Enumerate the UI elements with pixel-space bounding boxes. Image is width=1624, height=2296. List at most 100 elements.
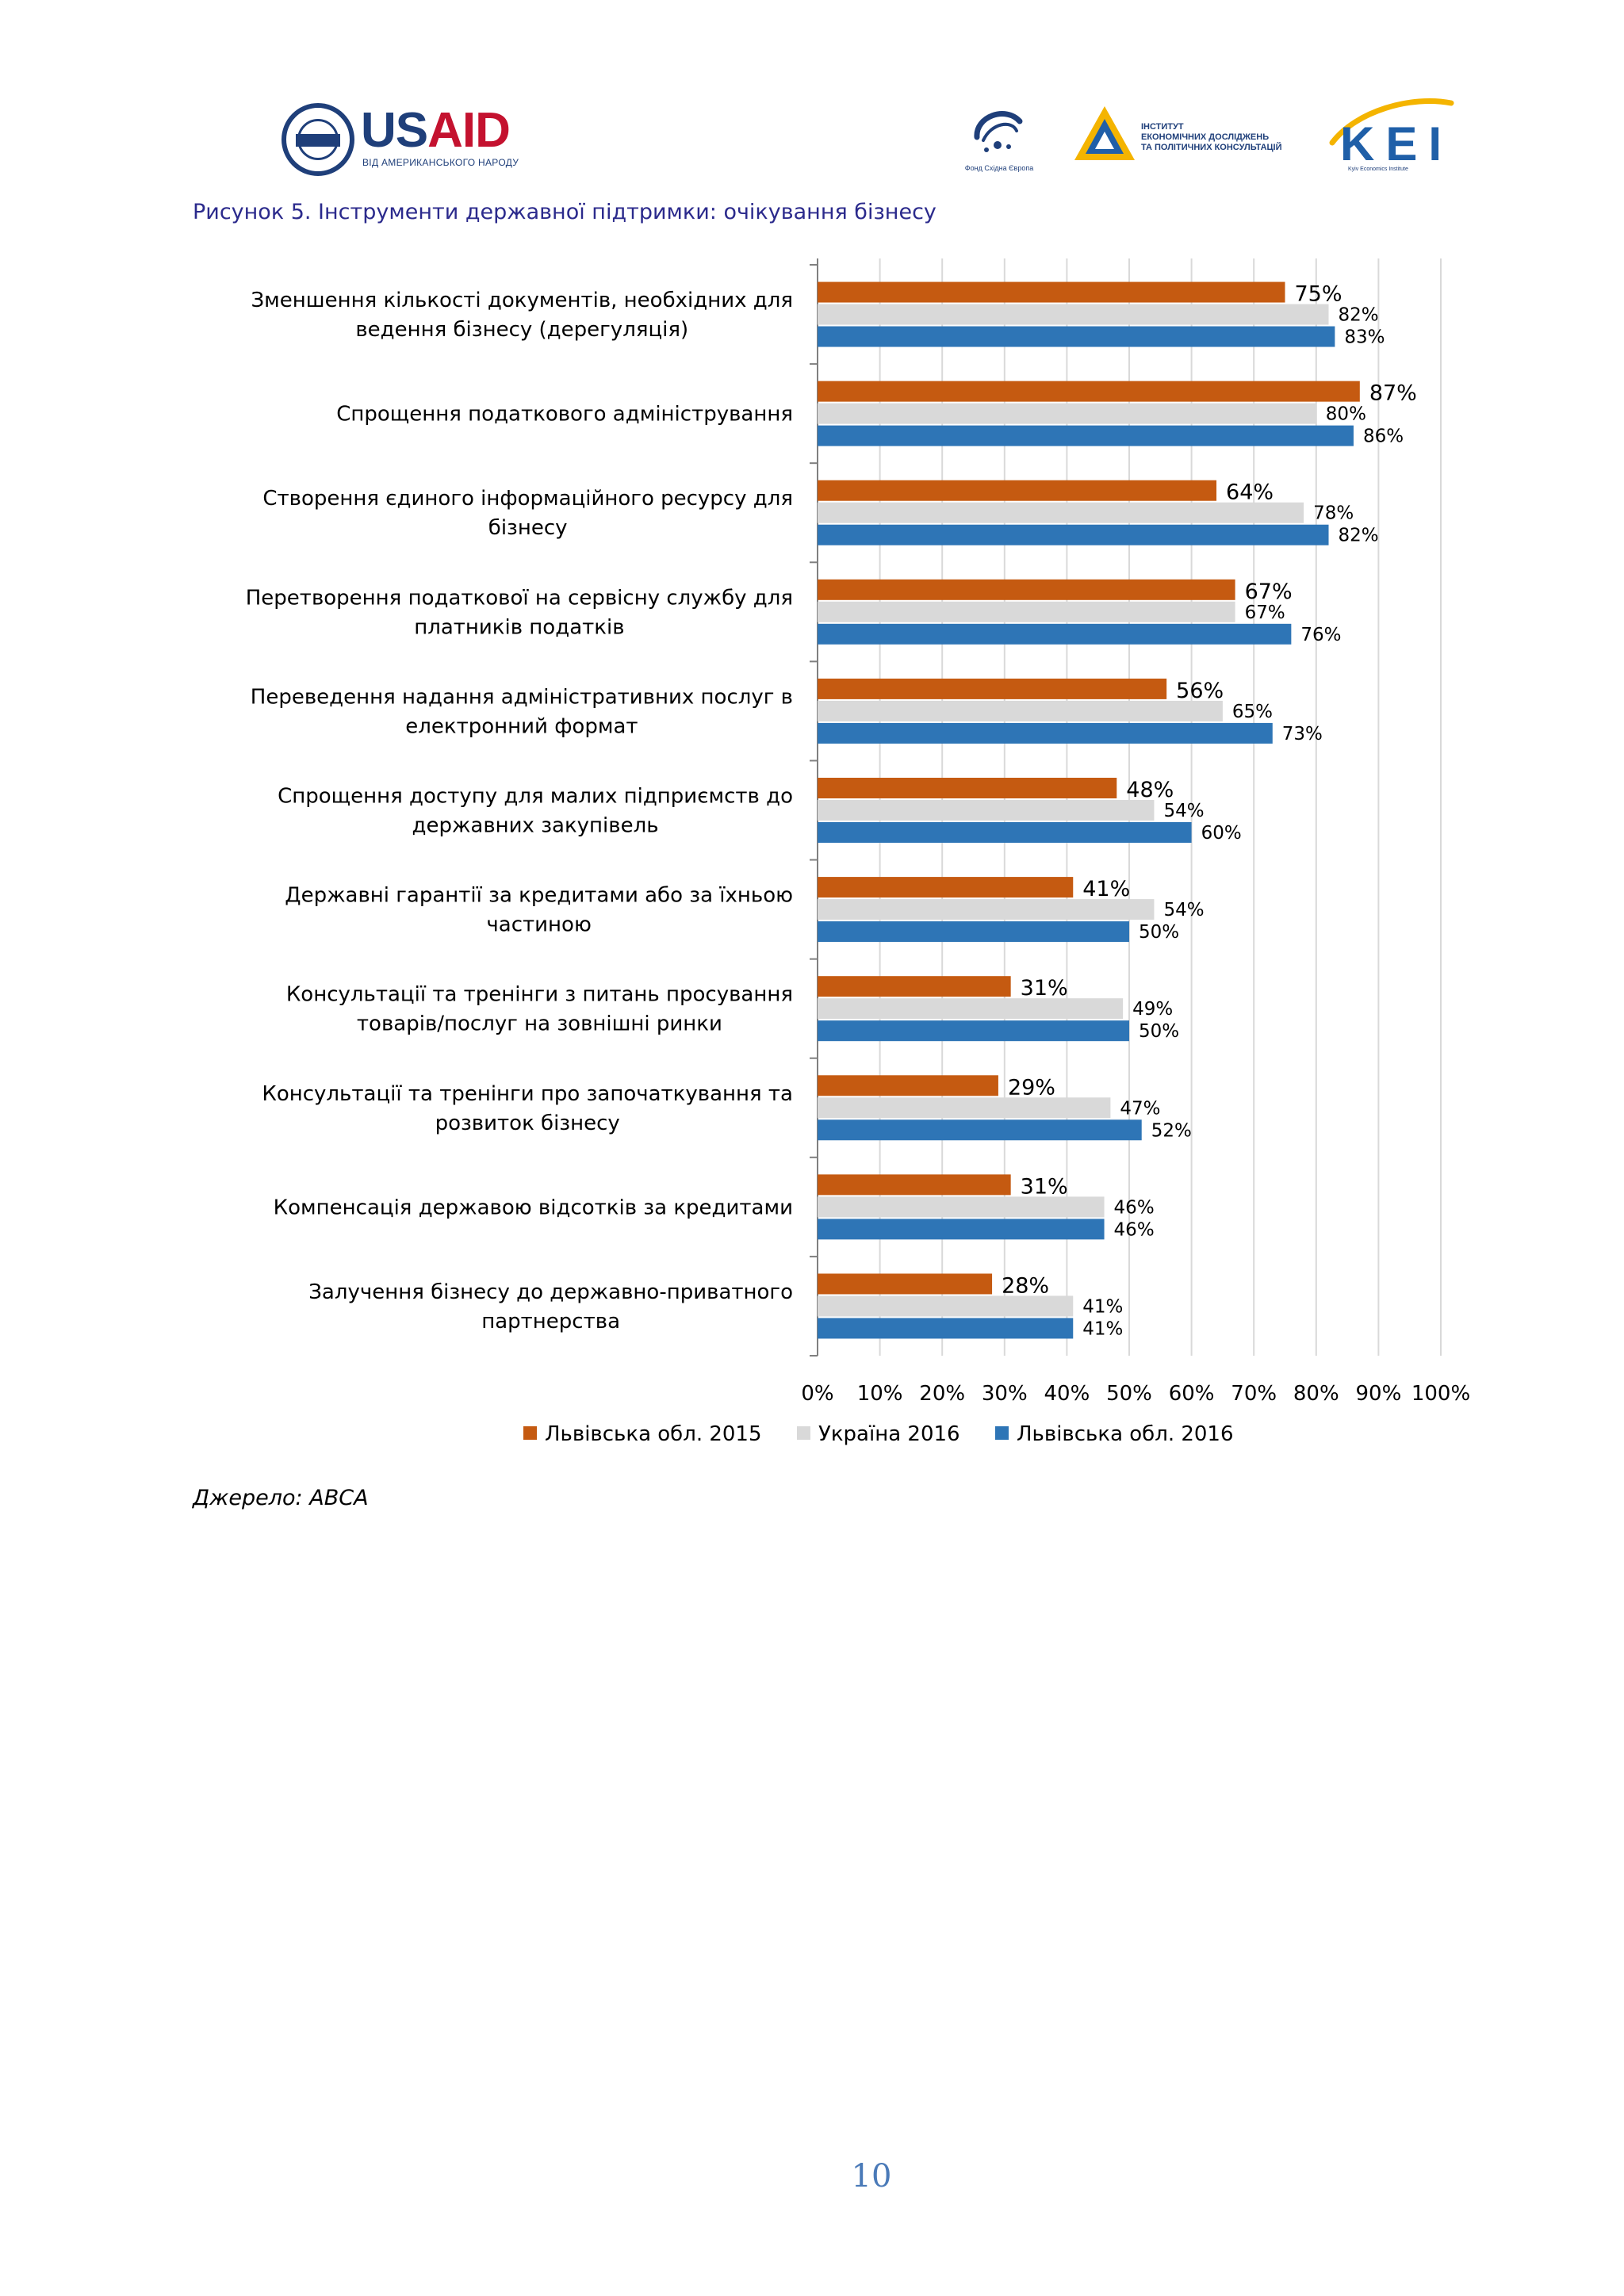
category-label: Перетворення податкової на сервісну служ… [246, 586, 793, 610]
category-label: товарів/послуг на зовнішні ринки [357, 1012, 722, 1036]
chart-tick-labels: 0% 10% 20% 30% 40% 50% 60% 70% 80% 90% 100% [801, 1382, 1470, 1406]
data-label: 48% [1126, 778, 1174, 802]
legend-label: Львівська обл. 2016 [1017, 1422, 1234, 1446]
bar-chart: 75%82%83%87%80%86%64%78%82%67%67%76%56%6… [246, 258, 1470, 1446]
legend-label: Львівська обл. 2015 [545, 1422, 762, 1446]
x-tick-label: 100% [1411, 1382, 1470, 1406]
bar-ukraine2016 [818, 899, 1155, 920]
bar-lviv2015 [818, 877, 1074, 898]
kei-caption: Kyiv Economics Institute [1348, 166, 1408, 172]
category-label: державних закупівель [412, 814, 659, 838]
bar-ukraine2016 [818, 1295, 1074, 1317]
ier-triangle-icon [1074, 106, 1135, 160]
bar-lviv2016 [818, 1020, 1129, 1042]
eef-caption: Фонд Східна Європа [964, 164, 1034, 172]
data-label: 54% [1163, 801, 1204, 821]
data-label: 46% [1114, 1219, 1155, 1240]
category-label: Залучення бізнесу до державно-приватного [308, 1280, 793, 1304]
bar-ukraine2016 [818, 502, 1304, 523]
category-label: Переведення надання адміністративних пос… [251, 685, 793, 709]
category-label: розвиток бізнесу [435, 1112, 620, 1135]
category-label: Компенсація державою відсотків за кредит… [274, 1196, 793, 1219]
category-label: ведення бізнесу (дерегуляція) [355, 318, 688, 342]
bar-lviv2015 [818, 778, 1117, 798]
category-label: частиною [486, 913, 591, 937]
bar-lviv2015 [818, 1174, 1011, 1196]
legend-swatch-lviv2016 [995, 1426, 1009, 1440]
data-label: 83% [1344, 327, 1385, 348]
bar-ukraine2016 [818, 304, 1329, 325]
category-label: Зменшення кількості документів, необхідн… [251, 289, 794, 312]
bar-lviv2016 [818, 623, 1292, 645]
bar-ukraine2016 [818, 998, 1124, 1020]
eef-logo: Фонд Східна Європа [956, 99, 1043, 178]
category-label: Консультації та тренінги про започаткува… [262, 1082, 793, 1106]
data-label: 31% [1021, 1174, 1068, 1199]
x-tick-label: 30% [982, 1382, 1028, 1406]
bar-lviv2016 [818, 822, 1192, 843]
data-label: 67% [1245, 603, 1285, 623]
category-label: Спрощення доступу для малих підприємств … [278, 785, 793, 809]
data-label: 67% [1245, 580, 1293, 604]
bar-ukraine2016 [818, 800, 1155, 821]
bar-ukraine2016 [818, 403, 1316, 424]
eef-swirl-icon [974, 111, 1023, 152]
legend-swatch-ukraine2016 [797, 1426, 810, 1440]
bar-lviv2016 [818, 1219, 1105, 1240]
data-label: 50% [1139, 922, 1179, 943]
bar-lviv2016 [818, 722, 1273, 744]
data-label: 41% [1082, 1296, 1123, 1317]
category-label: партнерства [481, 1310, 620, 1334]
bar-lviv2015 [818, 281, 1285, 303]
usaid-seal-icon [282, 103, 354, 176]
category-label: Створення єдиного інформаційного ресурсу… [262, 487, 793, 511]
chart-category-labels: Зменшення кількості документів, необхідн… [246, 289, 793, 1334]
kei-wordmark-icon: KEI [1329, 98, 1454, 170]
usaid-logo: USAID ВІД АМЕРИКАНСЬКОГО НАРОДУ [282, 103, 535, 179]
bar-lviv2016 [818, 1318, 1074, 1339]
legend-label: Україна 2016 [818, 1422, 960, 1446]
data-label: 41% [1082, 877, 1130, 901]
bar-lviv2015 [818, 678, 1167, 699]
category-label: бізнесу [488, 516, 568, 540]
x-tick-label: 40% [1044, 1382, 1090, 1406]
data-label: 86% [1363, 427, 1404, 447]
data-label: 87% [1369, 381, 1417, 406]
data-label: 64% [1226, 480, 1274, 505]
data-label: 46% [1114, 1197, 1155, 1218]
source-note: Джерело: АВСА [193, 1486, 369, 1510]
category-label: Державні гарантії за кредитами або за їх… [285, 884, 793, 908]
bar-ukraine2016 [818, 1196, 1105, 1218]
data-label: 41% [1082, 1318, 1123, 1339]
data-label: 29% [1008, 1075, 1055, 1100]
x-tick-label: 70% [1231, 1382, 1277, 1406]
x-tick-label: 80% [1293, 1382, 1339, 1406]
chart-legend: Львівська обл. 2015 Україна 2016 Львівська… [523, 1422, 1234, 1446]
chart-bars [818, 281, 1360, 1339]
chart-data-labels: 75%82%83%87%80%86%64%78%82%67%67%76%56%6… [1002, 282, 1417, 1340]
figure-title: Рисунок 5. Інструменти державної підтрим… [193, 200, 936, 224]
bar-lviv2015 [818, 976, 1011, 997]
bar-lviv2016 [818, 524, 1329, 545]
data-label: 78% [1313, 503, 1354, 524]
data-label: 50% [1139, 1021, 1179, 1042]
data-label: 31% [1021, 976, 1068, 1001]
data-label: 60% [1201, 823, 1242, 844]
kei-logo: KEI Kyiv Economics Institute [1324, 95, 1463, 182]
data-label: 82% [1339, 526, 1379, 546]
category-label: електронний формат [405, 714, 638, 738]
data-label: 49% [1132, 999, 1173, 1020]
usaid-tagline: ВІД АМЕРИКАНСЬКОГО НАРОДУ [362, 157, 519, 168]
data-label: 82% [1339, 305, 1379, 326]
category-label: платників податків [414, 615, 624, 639]
x-tick-label: 50% [1106, 1382, 1152, 1406]
category-label: Спрощення податкового адміністрування [336, 403, 793, 427]
x-tick-label: 0% [801, 1382, 833, 1406]
data-label: 52% [1151, 1120, 1192, 1141]
bar-lviv2016 [818, 326, 1335, 347]
data-label: 54% [1163, 900, 1204, 920]
bar-lviv2015 [818, 1075, 998, 1096]
data-label: 28% [1002, 1273, 1049, 1298]
page-number: 10 [851, 2158, 892, 2195]
bar-lviv2015 [818, 480, 1217, 501]
